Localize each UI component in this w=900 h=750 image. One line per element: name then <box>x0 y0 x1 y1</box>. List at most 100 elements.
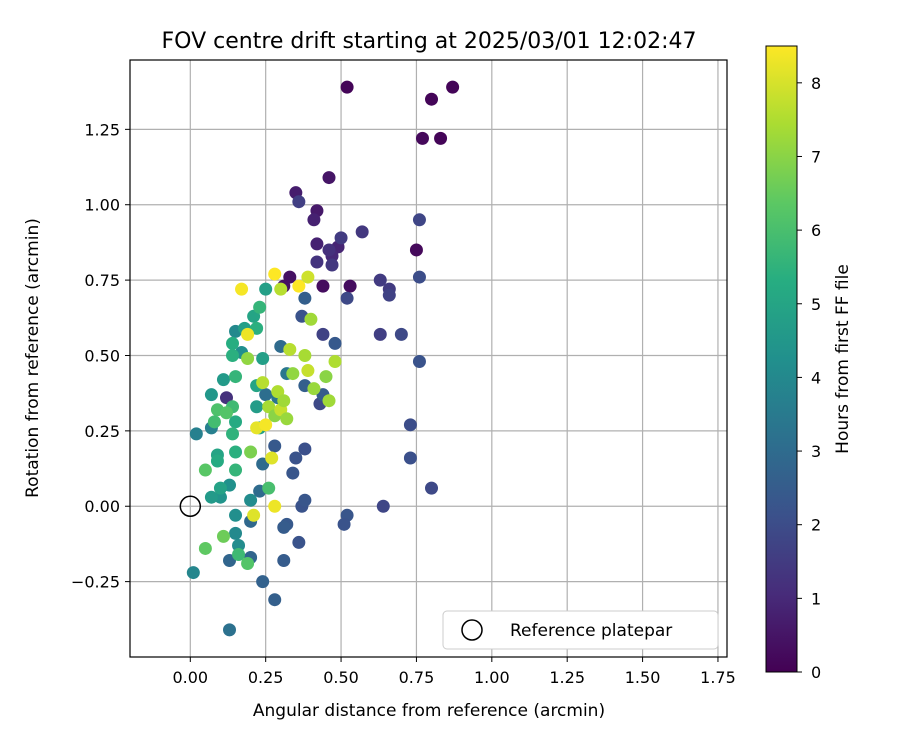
data-point <box>244 445 258 459</box>
data-point <box>340 291 354 305</box>
data-point <box>307 382 321 396</box>
y-axis-label: Rotation from reference (arcmin) <box>23 218 43 498</box>
y-tick-label: 0.50 <box>84 346 120 365</box>
colorbar-gradient <box>765 45 798 673</box>
data-point <box>213 481 227 495</box>
data-point <box>232 547 246 561</box>
data-point <box>298 442 312 456</box>
legend: Reference platepar <box>442 610 719 650</box>
data-point <box>301 364 315 378</box>
data-point <box>280 412 294 426</box>
data-point <box>247 508 261 522</box>
y-tick-label: −0.25 <box>71 573 120 592</box>
data-point <box>322 394 336 408</box>
data-point <box>226 348 240 362</box>
grid-lines <box>130 60 727 657</box>
colorbar-tick-label: 8 <box>811 74 821 93</box>
colorbar-tick-label: 7 <box>811 147 821 166</box>
data-point <box>204 490 218 504</box>
x-axis-label: Angular distance from reference (arcmin) <box>253 701 605 721</box>
data-point <box>204 388 218 402</box>
data-point <box>340 80 354 94</box>
data-point <box>186 566 200 580</box>
data-point <box>286 367 300 381</box>
data-point <box>409 243 423 257</box>
colorbar-ticks: 0 1 2 3 4 5 6 7 8 <box>797 74 821 682</box>
x-tick-label: 0.00 <box>172 668 208 687</box>
data-point <box>241 557 255 571</box>
data-point <box>256 575 270 589</box>
data-point <box>434 131 448 145</box>
data-point <box>337 517 351 531</box>
data-point <box>286 466 300 480</box>
data-point <box>325 258 339 272</box>
data-point <box>229 370 243 384</box>
data-point <box>274 282 288 296</box>
data-point <box>292 195 306 209</box>
data-point <box>316 279 330 293</box>
plot-frame <box>129 59 728 658</box>
data-point <box>198 463 212 477</box>
data-point <box>223 623 236 637</box>
data-point <box>328 355 342 369</box>
colorbar-tick-label: 2 <box>811 516 821 535</box>
data-point <box>268 439 282 453</box>
colorbar-tick-label: 4 <box>811 368 821 387</box>
data-point <box>259 388 273 402</box>
data-point <box>219 406 233 420</box>
data-point <box>259 282 273 296</box>
data-point <box>373 327 387 341</box>
legend-box <box>442 610 719 650</box>
y-tick-label: 0.25 <box>84 422 120 441</box>
data-point <box>304 312 318 326</box>
x-tick-label: 1.00 <box>474 668 510 687</box>
data-point <box>310 237 324 251</box>
data-point <box>301 270 315 284</box>
x-tick-label: 1.25 <box>549 668 585 687</box>
data-point <box>241 352 255 365</box>
data-point <box>425 481 439 495</box>
data-point <box>277 554 291 568</box>
legend-label: Reference platepar <box>510 621 672 641</box>
colorbar-tick-label: 5 <box>811 295 821 314</box>
y-axis-ticks: −0.25 0.00 0.25 0.50 0.75 1.00 1.25 <box>71 120 130 592</box>
data-point <box>229 415 243 429</box>
colorbar-tick-label: 6 <box>811 221 821 240</box>
data-point <box>446 80 460 94</box>
data-point <box>277 520 291 534</box>
data-point <box>213 490 227 504</box>
data-point <box>298 348 312 362</box>
colorbar-label: Hours from first FF file <box>833 264 853 454</box>
data-point <box>268 593 282 607</box>
data-point <box>403 451 417 465</box>
data-point <box>268 499 282 513</box>
x-tick-label: 1.50 <box>625 668 661 687</box>
colorbar-tick-label: 3 <box>811 442 821 461</box>
data-point <box>382 288 396 302</box>
data-point <box>244 493 258 507</box>
data-point <box>298 291 312 305</box>
reference-point-marker <box>179 495 202 517</box>
data-point <box>189 427 203 441</box>
chart-title: FOV centre drift starting at 2025/03/01 … <box>162 29 697 54</box>
data-point <box>322 243 336 257</box>
data-point <box>289 451 303 465</box>
data-point <box>229 463 243 477</box>
data-point <box>292 279 306 293</box>
data-point <box>316 327 330 341</box>
data-point <box>355 225 369 239</box>
data-point <box>415 131 429 145</box>
data-point <box>198 541 212 555</box>
data-point <box>250 400 264 414</box>
colorbar-tick-label: 1 <box>811 589 821 608</box>
data-point <box>292 535 306 549</box>
data-point <box>334 231 348 245</box>
legend-marker <box>461 619 483 641</box>
data-point <box>229 508 243 522</box>
data-point <box>256 376 270 390</box>
y-tick-label: 1.25 <box>84 120 120 139</box>
colorbar-tick-label: 0 <box>811 663 821 682</box>
data-point <box>253 300 267 314</box>
x-tick-label: 0.50 <box>323 668 359 687</box>
